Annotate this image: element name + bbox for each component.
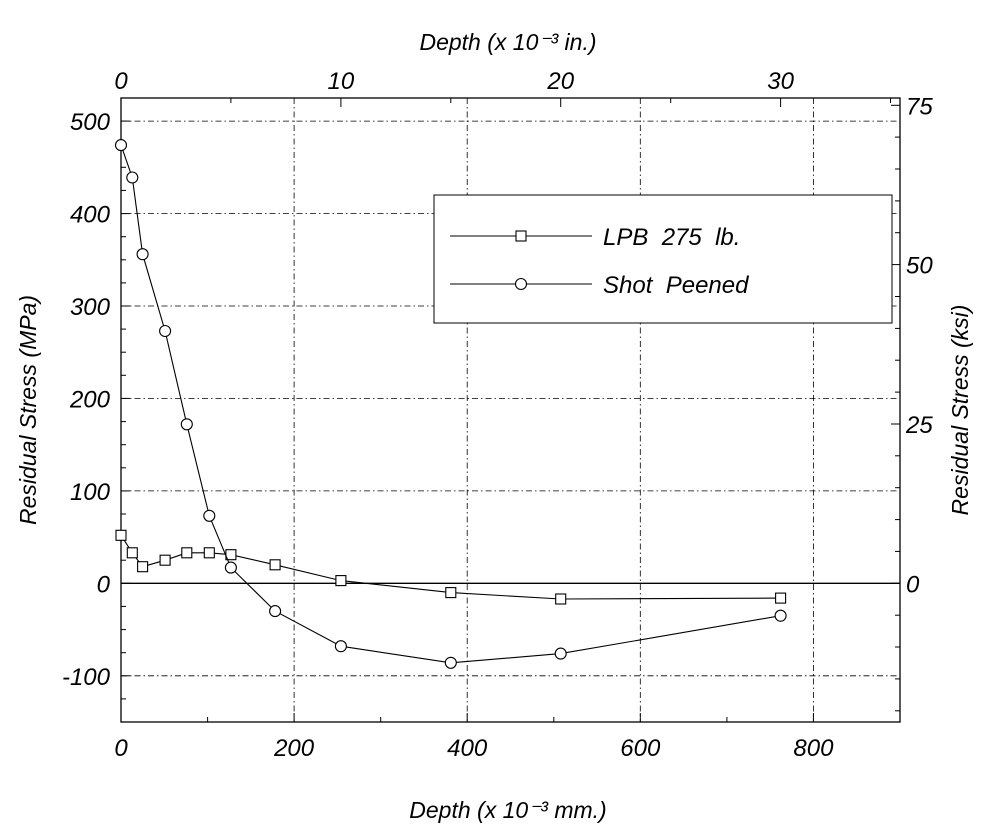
left-tick-label-300: 300 [70, 294, 111, 321]
left-tick-label-100: 100 [70, 479, 111, 506]
data-point-lpb-4 [181, 547, 193, 559]
bottom-tick-label-400: 400 [447, 735, 488, 762]
bottom-tick-label-600: 600 [620, 735, 661, 762]
data-point-shot-peened-1 [126, 171, 139, 184]
axis-ticks [120, 97, 901, 723]
bottom-tick-label-200: 200 [273, 735, 315, 762]
data-point-shot-peened-9 [444, 656, 457, 669]
left-axis-title: Residual Stress (MPa) [15, 295, 41, 525]
data-point-shot-peened-7 [269, 605, 282, 618]
data-point-shot-peened-3 [159, 324, 172, 338]
series-line-shot-peened [120, 144, 781, 664]
data-point-lpb-2 [137, 561, 149, 573]
data-series [114, 139, 787, 669]
data-point-shot-peened-8 [334, 640, 347, 653]
legend-shot-marker [514, 277, 528, 291]
data-point-lpb-5 [203, 547, 215, 559]
data-point-shot-peened-6 [224, 561, 237, 574]
legend-lpb-label: LPB 275 lb. [603, 224, 740, 251]
data-point-lpb-8 [335, 575, 347, 587]
data-point-shot-peened-4 [180, 418, 193, 431]
data-point-shot-peened-11 [774, 609, 787, 622]
top-tick-label-10: 10 [328, 68, 355, 95]
top-tick-label-20: 20 [546, 68, 574, 95]
top-tick-label-30: 30 [767, 68, 794, 95]
legend: LPB 275 lb. Shot Peened [433, 194, 893, 324]
right-tick-label-0: 0 [906, 571, 920, 598]
left-tick-label--100: -100 [62, 664, 111, 691]
data-point-shot-peened-5 [203, 509, 216, 522]
right-tick-label-25: 25 [905, 412, 933, 439]
legend-shot-label: Shot Peened [603, 272, 749, 299]
bottom-tick-label-800: 800 [793, 735, 834, 762]
left-tick-label-0: 0 [97, 571, 111, 598]
data-point-lpb-3 [159, 554, 171, 566]
grid-lines [121, 98, 900, 722]
top-tick-label-0: 0 [114, 68, 128, 95]
right-axis-title: Residual Stress (ksi) [947, 305, 973, 516]
data-point-lpb-7 [269, 559, 281, 571]
left-tick-label-200: 200 [69, 386, 111, 413]
left-tick-label-400: 400 [70, 202, 111, 229]
data-point-lpb-1 [126, 547, 138, 559]
data-point-lpb-9 [445, 587, 457, 599]
data-point-lpb-11 [775, 592, 787, 604]
data-point-lpb-0 [115, 529, 127, 541]
left-tick-label-500: 500 [70, 109, 111, 136]
data-point-shot-peened-10 [554, 647, 567, 660]
right-tick-label-75: 75 [906, 93, 933, 120]
data-point-shot-peened-0 [114, 139, 128, 152]
data-point-lpb-10 [555, 593, 567, 605]
top-axis-title: Depth (x 10⁻³ in.) [419, 29, 596, 55]
plot-frame [120, 97, 901, 723]
legend-box [433, 194, 893, 324]
data-point-shot-peened-2 [136, 248, 149, 261]
bottom-axis-title: Depth (x 10⁻³ mm.) [409, 797, 606, 823]
legend-lpb-marker [515, 230, 527, 242]
right-tick-label-50: 50 [906, 253, 933, 280]
bottom-tick-label-0: 0 [114, 735, 128, 762]
